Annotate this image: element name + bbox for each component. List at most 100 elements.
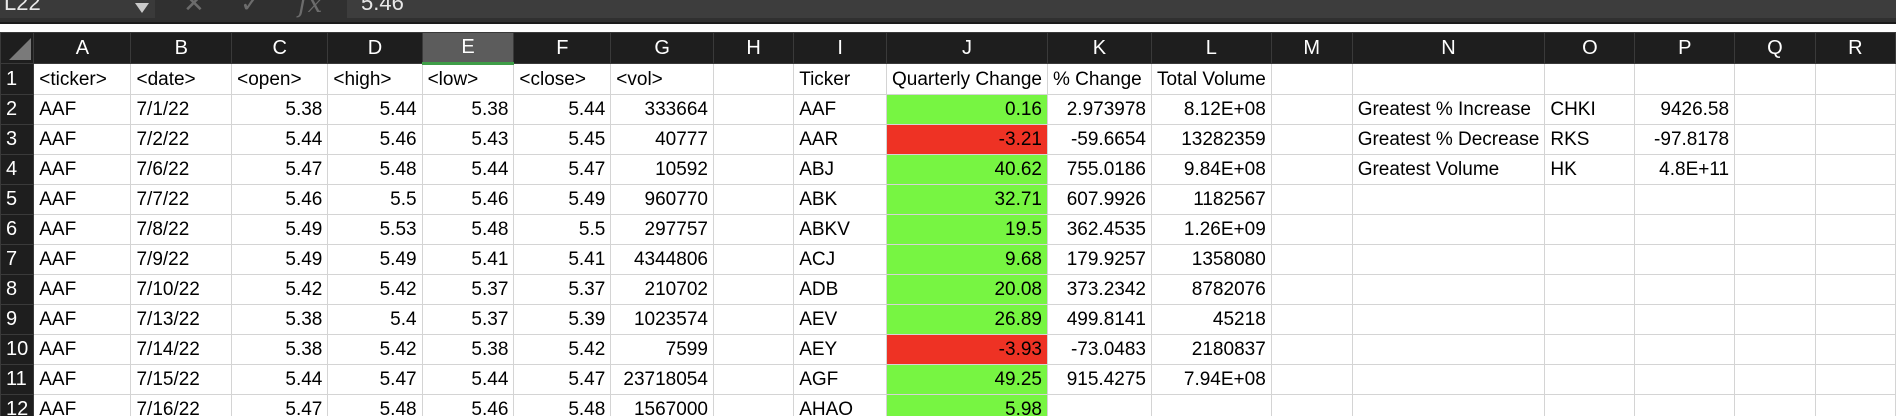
cell-k9[interactable]: 499.8141	[1046, 304, 1152, 335]
cell-n4[interactable]: Greatest Volume	[1351, 154, 1546, 185]
cell-o1[interactable]	[1544, 63, 1636, 95]
cell-f4[interactable]: 5.47	[513, 154, 612, 185]
cell-d6[interactable]: 5.53	[327, 214, 423, 245]
cell-c9[interactable]: 5.38	[231, 304, 329, 335]
cell-l9[interactable]: 45218	[1150, 304, 1272, 335]
cell-f9[interactable]: 5.39	[513, 304, 612, 335]
cell-h5[interactable]	[712, 184, 795, 215]
cell-p6[interactable]	[1634, 214, 1736, 245]
cell-q7[interactable]	[1734, 244, 1816, 275]
cell-q9[interactable]	[1734, 304, 1816, 335]
column-header-r[interactable]: R	[1814, 32, 1896, 64]
column-header-l[interactable]: L	[1150, 32, 1272, 64]
cell-b12[interactable]: 7/16/22	[130, 394, 233, 416]
cell-i6[interactable]: ABKV	[793, 214, 888, 245]
cell-j9[interactable]: 26.89	[886, 304, 1048, 335]
cell-i9[interactable]: AEV	[793, 304, 888, 335]
cell-e4[interactable]: 5.44	[421, 154, 515, 185]
cell-e10[interactable]: 5.38	[421, 334, 515, 365]
cell-j8[interactable]: 20.08	[886, 274, 1048, 305]
cell-q12[interactable]	[1734, 394, 1816, 416]
row-header[interactable]: 3	[0, 124, 35, 155]
cell-h10[interactable]	[712, 334, 795, 365]
cell-c11[interactable]: 5.44	[231, 364, 329, 395]
cell-p2[interactable]: 9426.58	[1634, 94, 1736, 125]
cell-e7[interactable]: 5.41	[421, 244, 515, 275]
cell-h4[interactable]	[712, 154, 795, 185]
cell-p7[interactable]	[1634, 244, 1736, 275]
cell-a6[interactable]: AAF	[33, 214, 132, 245]
cell-o9[interactable]	[1544, 304, 1636, 335]
cell-k4[interactable]: 755.0186	[1046, 154, 1152, 185]
cell-r9[interactable]	[1814, 304, 1896, 335]
cell-c3[interactable]: 5.44	[231, 124, 329, 155]
chevron-down-icon[interactable]	[135, 3, 149, 13]
cell-m12[interactable]	[1270, 394, 1353, 416]
cell-l12[interactable]	[1150, 394, 1272, 416]
cell-d10[interactable]: 5.42	[327, 334, 423, 365]
cell-k1[interactable]: % Change	[1046, 63, 1152, 95]
cell-f8[interactable]: 5.37	[513, 274, 612, 305]
cell-e1[interactable]: <low>	[421, 63, 515, 95]
cell-d3[interactable]: 5.46	[327, 124, 423, 155]
cell-r7[interactable]	[1814, 244, 1896, 275]
confirm-icon[interactable]: ✓	[240, 0, 262, 19]
cell-o12[interactable]	[1544, 394, 1636, 416]
cell-j6[interactable]: 19.5	[886, 214, 1048, 245]
cell-a9[interactable]: AAF	[33, 304, 132, 335]
column-header-e[interactable]: E	[421, 32, 515, 65]
cell-h8[interactable]	[712, 274, 795, 305]
cell-j3[interactable]: -3.21	[886, 124, 1048, 155]
cell-q11[interactable]	[1734, 364, 1816, 395]
cell-d2[interactable]: 5.44	[327, 94, 423, 125]
cell-o11[interactable]	[1544, 364, 1636, 395]
cell-c10[interactable]: 5.38	[231, 334, 329, 365]
column-header-i[interactable]: I	[793, 32, 888, 64]
cell-p8[interactable]	[1634, 274, 1736, 305]
cell-o7[interactable]	[1544, 244, 1636, 275]
cell-q6[interactable]	[1734, 214, 1816, 245]
cell-p5[interactable]	[1634, 184, 1736, 215]
cell-g3[interactable]: 40777	[610, 124, 714, 155]
cell-r6[interactable]	[1814, 214, 1896, 245]
column-header-o[interactable]: O	[1544, 32, 1636, 64]
cell-e2[interactable]: 5.38	[421, 94, 515, 125]
row-header[interactable]: 7	[0, 244, 35, 275]
cell-i4[interactable]: ABJ	[793, 154, 888, 185]
cell-m8[interactable]	[1270, 274, 1353, 305]
cell-i1[interactable]: Ticker	[793, 63, 888, 95]
cell-d5[interactable]: 5.5	[327, 184, 423, 215]
cell-f11[interactable]: 5.47	[513, 364, 612, 395]
cell-i8[interactable]: ADB	[793, 274, 888, 305]
cell-p12[interactable]	[1634, 394, 1736, 416]
cell-e5[interactable]: 5.46	[421, 184, 515, 215]
cell-k2[interactable]: 2.973978	[1046, 94, 1152, 125]
cell-g2[interactable]: 333664	[610, 94, 714, 125]
cell-e6[interactable]: 5.48	[421, 214, 515, 245]
column-header-j[interactable]: J	[886, 32, 1048, 64]
cell-l2[interactable]: 8.12E+08	[1150, 94, 1272, 125]
row-header[interactable]: 8	[0, 274, 35, 305]
cell-i3[interactable]: AAR	[793, 124, 888, 155]
cell-f2[interactable]: 5.44	[513, 94, 612, 125]
cell-p1[interactable]	[1634, 63, 1736, 95]
cell-n3[interactable]: Greatest % Decrease	[1351, 124, 1546, 155]
cancel-icon[interactable]: ✕	[183, 0, 205, 19]
cell-j1[interactable]: Quarterly Change	[886, 63, 1048, 95]
cell-j2[interactable]: 0.16	[886, 94, 1048, 125]
cell-i11[interactable]: AGF	[793, 364, 888, 395]
column-header-n[interactable]: N	[1351, 32, 1546, 64]
column-header-a[interactable]: A	[33, 32, 132, 64]
cell-p9[interactable]	[1634, 304, 1736, 335]
cell-n7[interactable]	[1351, 244, 1546, 275]
cell-k11[interactable]: 915.4275	[1046, 364, 1152, 395]
cell-a8[interactable]: AAF	[33, 274, 132, 305]
cell-b11[interactable]: 7/15/22	[130, 364, 233, 395]
formula-input[interactable]: 5.46	[347, 0, 1896, 18]
cell-f1[interactable]: <close>	[513, 63, 612, 95]
cell-c6[interactable]: 5.49	[231, 214, 329, 245]
function-icon[interactable]: fx	[298, 0, 323, 19]
cell-p3[interactable]: -97.8178	[1634, 124, 1736, 155]
column-header-b[interactable]: B	[130, 32, 233, 64]
row-header[interactable]: 10	[0, 334, 35, 365]
